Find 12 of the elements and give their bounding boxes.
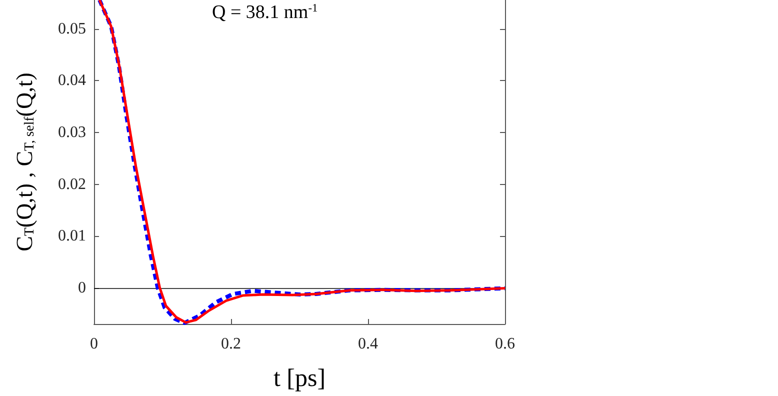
x-tick-label: 0.4 <box>358 336 378 352</box>
y-axis-title: CT(Q,t) , CT, self(Q,t) <box>12 72 37 252</box>
y-tick-label: 0.01 <box>58 228 86 245</box>
x-axis-title: t [ps] <box>273 365 326 392</box>
y-tick-label: 0.05 <box>58 20 86 38</box>
x-tick-label: 0.2 <box>221 336 241 352</box>
y-tick-label: 0.02 <box>58 176 86 193</box>
x-tick-label: 0 <box>90 336 98 352</box>
y-tick-label: 0 <box>78 279 86 296</box>
y-tick-label: 0.03 <box>58 124 86 141</box>
x-tick-label: 0.6 <box>495 336 515 352</box>
y-tick-label: 0.04 <box>58 72 86 90</box>
